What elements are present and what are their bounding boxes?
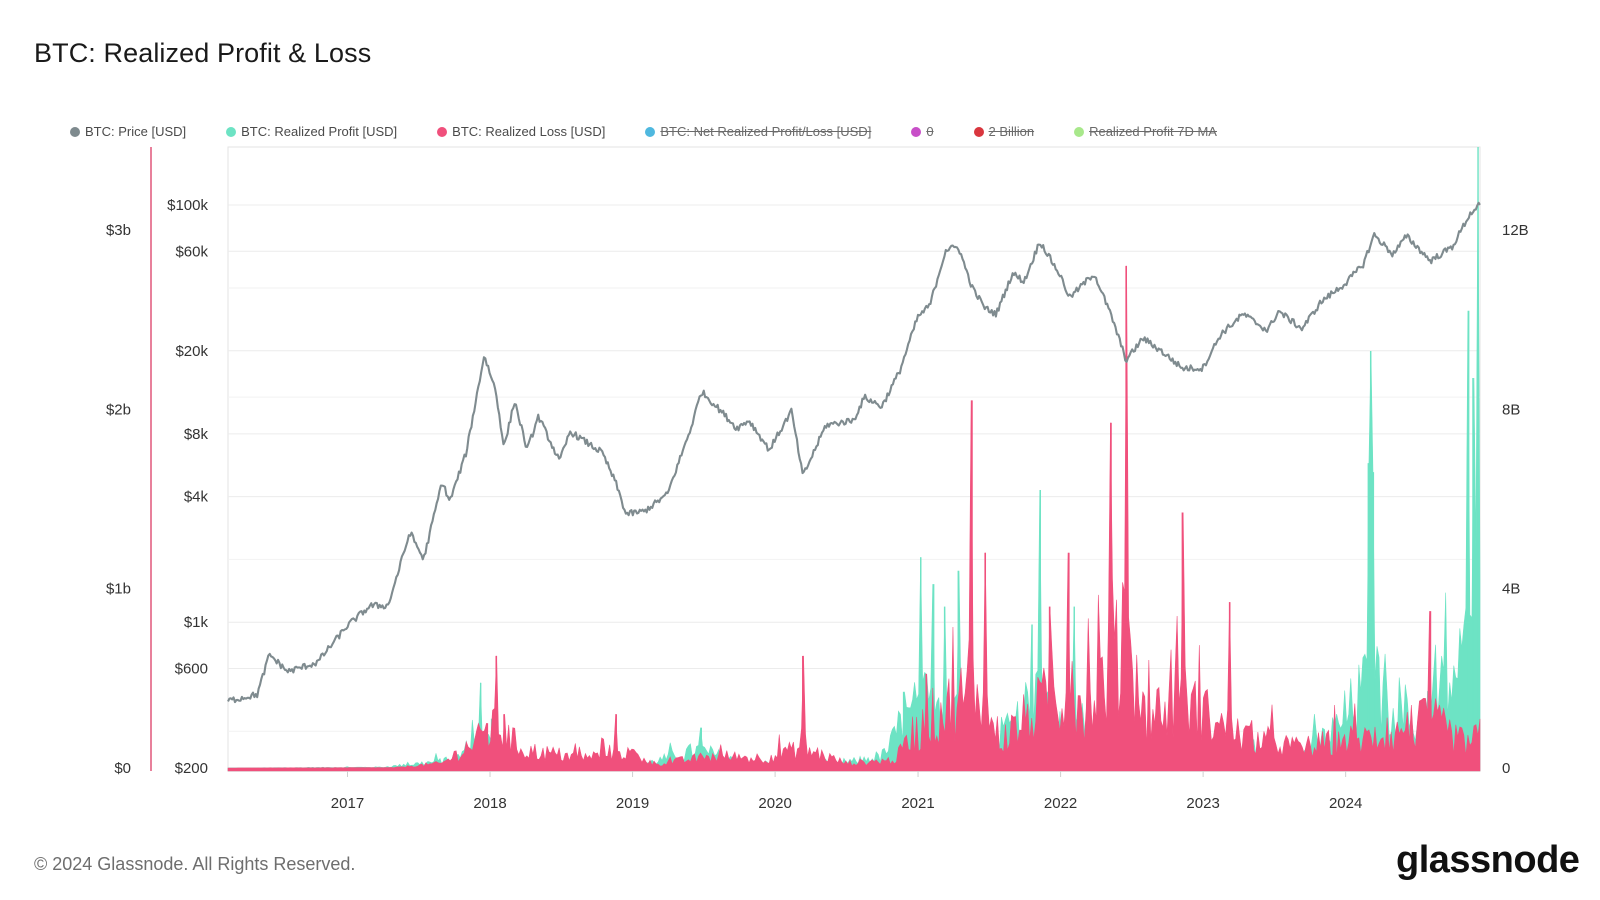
price-line: [227, 201, 1481, 704]
price-tick-label: $200: [175, 760, 208, 777]
realized-loss-area: [227, 265, 1481, 772]
plot-frame: [227, 146, 1481, 772]
right-tick-label: 4B: [1502, 581, 1520, 598]
price-tick-label: $600: [175, 660, 208, 677]
legend-dot: [1074, 126, 1085, 137]
price-tick-label: $20k: [175, 343, 208, 360]
legend-item-0[interactable]: BTC: Price [USD]: [70, 124, 186, 139]
x-tick-label: 2018: [473, 795, 506, 812]
x-tick-label: 2024: [1329, 795, 1362, 812]
legend-dot: [437, 126, 448, 137]
legend-dot: [70, 126, 80, 137]
price-tick-label: $4k: [184, 489, 209, 506]
price-tick-label: $60k: [175, 243, 208, 260]
right-tick-label: 0: [1502, 760, 1510, 777]
legend-item-1[interactable]: BTC: Realized Profit [USD]: [226, 124, 397, 139]
legend-item-3[interactable]: BTC: Net Realized Profit/Loss [USD]: [645, 124, 871, 139]
axis-ticks: $200 $600 $1k $4k $8k $20k $60k $100k $0 $1b $2b $3…: [106, 197, 1529, 812]
right-tick-label: 8B: [1502, 401, 1520, 418]
outer-left-tick-label: $0: [114, 760, 131, 777]
right-tick-label: 12B: [1502, 222, 1529, 239]
x-tick-label: 2022: [1044, 795, 1077, 812]
legend-item-2[interactable]: BTC: Realized Loss [USD]: [437, 124, 605, 139]
outer-left-tick-label: $1b: [106, 581, 131, 598]
legend-item-4[interactable]: 0: [911, 124, 934, 139]
realized-loss-series: [227, 265, 1481, 772]
x-tick-label: 2017: [331, 795, 364, 812]
x-tick-label: 2021: [901, 795, 934, 812]
legend-label: 2 Billion: [988, 124, 1035, 139]
legend-label: Realized Profit 7D MA: [1089, 124, 1217, 139]
realized-profit-series: [227, 146, 1481, 772]
legend-label: BTC: Price [USD]: [85, 124, 187, 139]
grid-lines: [228, 204, 1480, 769]
x-tick-label: 2023: [1186, 795, 1219, 812]
glassnode-logo: glassnode: [1396, 839, 1580, 881]
legend-dot: [226, 126, 237, 137]
chart-legend: BTC: Price [USD] BTC: Realized Profit [US…: [70, 124, 1257, 139]
price-series: [227, 201, 1481, 704]
copyright-footer: © 2024 Glassnode. All Rights Reserved.: [34, 854, 356, 874]
legend-label: 0: [926, 124, 934, 139]
price-tick-label: $100k: [167, 197, 208, 214]
legend-dot: [911, 126, 922, 137]
legend-dot: [973, 126, 984, 137]
legend-item-5[interactable]: 2 Billion: [973, 124, 1035, 139]
legend-item-6[interactable]: Realized Profit 7D MA: [1074, 124, 1217, 139]
legend-label: BTC: Realized Loss [USD]: [452, 124, 606, 139]
legend-dot: [645, 126, 656, 137]
legend-label: BTC: Realized Profit [USD]: [241, 124, 398, 139]
legend-label: BTC: Net Realized Profit/Loss [USD]: [660, 124, 872, 139]
x-tick-label: 2019: [616, 795, 649, 812]
price-tick-label: $8k: [184, 426, 209, 443]
outer-left-tick-label: $3b: [106, 222, 131, 239]
realized-profit-area: [227, 146, 1481, 772]
outer-left-tick-label: $2b: [106, 401, 131, 418]
chart-title: BTC: Realized Profit & Loss: [34, 38, 372, 68]
x-tick-label: 2020: [758, 795, 791, 812]
price-tick-label: $1k: [184, 614, 209, 631]
